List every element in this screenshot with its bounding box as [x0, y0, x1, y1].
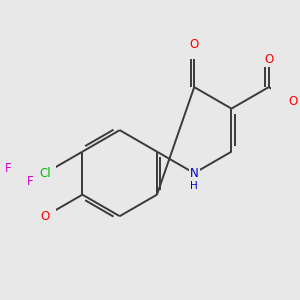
Text: H: H [190, 181, 198, 190]
Text: F: F [4, 162, 11, 176]
Text: Cl: Cl [39, 167, 51, 180]
Text: O: O [190, 38, 199, 51]
Text: F: F [27, 175, 34, 188]
Text: O: O [264, 53, 273, 66]
Text: O: O [288, 94, 298, 108]
Text: O: O [40, 210, 50, 223]
Text: N: N [190, 167, 199, 180]
